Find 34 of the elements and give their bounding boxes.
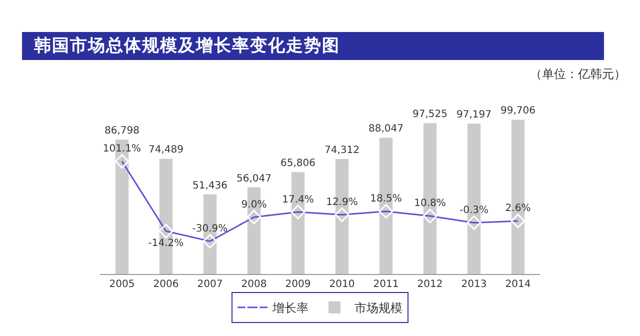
data-label: -30.9% xyxy=(192,223,228,234)
x-tick-label: 2007 xyxy=(197,279,223,290)
data-label: 10.8% xyxy=(414,198,446,210)
data-label: 17.4% xyxy=(282,194,314,206)
data-label: 9.0% xyxy=(241,199,267,210)
data-label: -0.3% xyxy=(459,204,489,216)
data-label: 97,525 xyxy=(412,109,448,120)
legend-label: 市场规模 xyxy=(354,301,402,316)
x-tick-label: 2009 xyxy=(285,279,311,290)
data-label: 97,197 xyxy=(456,110,492,121)
x-tick-label: 2006 xyxy=(153,279,179,290)
data-label: -14.2% xyxy=(148,238,184,249)
data-label: 12.9% xyxy=(326,196,358,208)
data-label: 86,798 xyxy=(104,126,140,137)
legend-label: 增长率 xyxy=(272,301,308,316)
data-label: 18.5% xyxy=(370,194,402,205)
x-tick-label: 2008 xyxy=(241,279,267,290)
text: （单位：亿韩元） xyxy=(530,66,626,83)
data-label: 88,047 xyxy=(368,124,404,135)
x-tick-label: 2010 xyxy=(329,279,355,290)
data-label: 101.1% xyxy=(102,144,142,155)
data-label: 74,489 xyxy=(148,144,184,156)
x-tick-label: 2005 xyxy=(109,279,135,290)
x-tick-label: 2013 xyxy=(461,279,487,290)
data-label: 74,312 xyxy=(324,144,360,156)
x-tick-label: 2012 xyxy=(417,279,443,290)
data-label: 99,706 xyxy=(500,106,536,117)
x-tick-label: 2011 xyxy=(373,279,399,290)
data-label: 2.6% xyxy=(505,203,531,214)
data-label: 51,436 xyxy=(192,180,228,192)
x-tick-label: 2014 xyxy=(505,279,531,290)
chart-title: 韩国市场总体规模及增长率变化走势图 xyxy=(22,32,604,60)
data-label: 65,806 xyxy=(280,158,316,170)
data-label: 56,047 xyxy=(236,173,272,184)
